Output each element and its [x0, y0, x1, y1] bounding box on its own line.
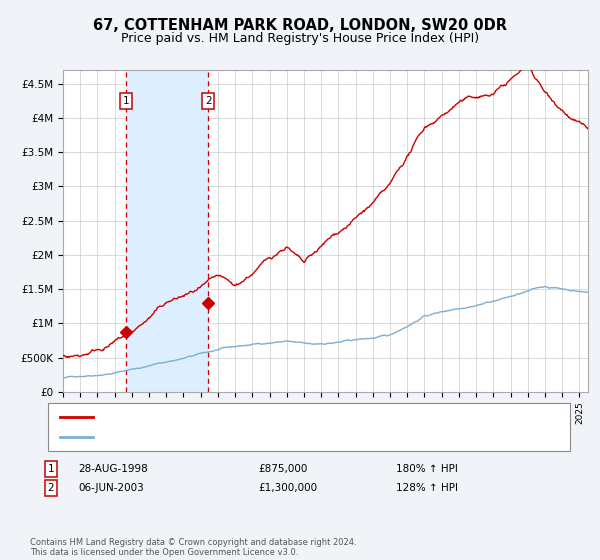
Bar: [126, 70, 208, 392]
Text: 128% ↑ HPI: 128% ↑ HPI: [396, 483, 458, 493]
Text: 28-AUG-1998: 28-AUG-1998: [78, 464, 148, 474]
Text: 2: 2: [205, 96, 211, 106]
Text: £875,000: £875,000: [258, 464, 307, 474]
Text: Price paid vs. HM Land Registry's House Price Index (HPI): Price paid vs. HM Land Registry's House …: [121, 32, 479, 45]
Text: 67, COTTENHAM PARK ROAD, LONDON, SW20 0DR (detached house): 67, COTTENHAM PARK ROAD, LONDON, SW20 0D…: [98, 412, 455, 422]
Text: 2: 2: [47, 483, 55, 493]
Text: 1: 1: [47, 464, 55, 474]
Text: Contains HM Land Registry data © Crown copyright and database right 2024.
This d: Contains HM Land Registry data © Crown c…: [30, 538, 356, 557]
Text: £1,300,000: £1,300,000: [258, 483, 317, 493]
Text: 06-JUN-2003: 06-JUN-2003: [78, 483, 144, 493]
Text: 67, COTTENHAM PARK ROAD, LONDON, SW20 0DR: 67, COTTENHAM PARK ROAD, LONDON, SW20 0D…: [93, 18, 507, 33]
Text: 1: 1: [122, 96, 129, 106]
Text: 180% ↑ HPI: 180% ↑ HPI: [396, 464, 458, 474]
Text: HPI: Average price, detached house, Merton: HPI: Average price, detached house, Mert…: [98, 432, 328, 442]
